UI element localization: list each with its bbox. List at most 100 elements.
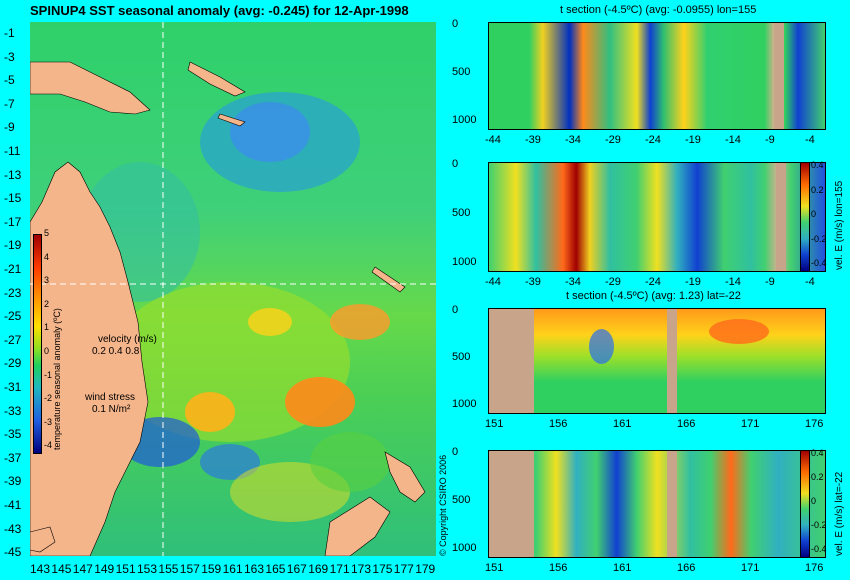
panel-colorbar-tick-label: 0.4 — [811, 448, 824, 458]
panel-x-tick-label: -9 — [765, 134, 775, 146]
panel-x-tick-label: -39 — [525, 134, 541, 146]
colorbar-tick-label: -4 — [44, 440, 53, 451]
colorbar-tick-label: 0 — [44, 346, 50, 356]
panel-colorbar-label: vel. E (m/s) lat=-22 — [834, 471, 845, 556]
lat-tick-label: -35 — [4, 427, 22, 442]
panel-y-tick-label: 500 — [452, 351, 471, 363]
lat-tick-label: -31 — [4, 380, 22, 394]
lon-tick-label: 149 — [94, 562, 115, 576]
lat-tick-label: -23 — [4, 285, 22, 300]
lat-tick-label: -5 — [4, 73, 15, 88]
panel-colorbar-tick-label: -0.4 — [811, 544, 827, 554]
panel-3-temperature-lat22[interactable] — [488, 308, 826, 414]
lat-tick-label: -9 — [4, 120, 15, 135]
panel-colorbar-tick-label: 0 — [811, 209, 817, 219]
lat-tick-label: -25 — [4, 309, 22, 324]
panel-x-tick-label: 161 — [613, 418, 632, 430]
lat-tick-label: -21 — [4, 262, 22, 276]
panel-y-tick-label: 500 — [452, 66, 471, 78]
lon-tick-label: 169 — [308, 562, 329, 576]
panel-x-tick-label: 171 — [741, 418, 760, 430]
panel-y-tick-label: 0 — [452, 158, 459, 170]
lon-tick-label: 143 — [30, 562, 51, 576]
lat-tick-label: -37 — [4, 450, 22, 465]
lat-tick-label: -7 — [4, 96, 15, 111]
panel-y-tick-label: 1000 — [452, 542, 477, 554]
velocity-label: velocity (m/s) — [98, 334, 157, 345]
panel-x-tick-label: -29 — [605, 276, 621, 288]
panel-x-tick-label: -44 — [485, 134, 501, 146]
panel-3-title: t section (-4.5ºC) (avg: 1.23) lat=-22 — [566, 290, 741, 302]
panel-x-tick-label: 151 — [485, 562, 504, 574]
lat-tick-label: -17 — [4, 214, 22, 229]
wind-stress-label: wind stress — [85, 392, 136, 403]
panel-x-tick-label: -34 — [565, 276, 581, 288]
panel-x-tick-label: 176 — [805, 562, 824, 574]
panel-colorbar-tick-label: -0.2 — [811, 520, 827, 530]
lon-tick-label: 159 — [201, 562, 222, 576]
panel-y-tick-label: 0 — [452, 446, 459, 458]
panel-2-colorbar — [800, 162, 810, 272]
lon-tick-label: 175 — [372, 562, 393, 576]
lon-tick-label: 147 — [72, 562, 93, 576]
lat-tick-label: -29 — [4, 356, 22, 371]
lon-tick-label: 157 — [179, 562, 200, 576]
lat-tick-label: -33 — [4, 403, 22, 418]
panel-x-tick-label: -19 — [685, 276, 701, 288]
map-title: SPINUP4 SST seasonal anomaly (avg: -0.24… — [30, 3, 409, 18]
lon-tick-label: 179 — [415, 562, 436, 576]
colorbar-tick-label: -2 — [44, 393, 53, 404]
panel-colorbar-tick-label: 0.2 — [811, 184, 824, 195]
lat-tick-label: -13 — [4, 167, 22, 182]
panel-x-tick-label: 166 — [677, 562, 696, 574]
panel-2-velocity-lon155[interactable] — [488, 162, 826, 272]
panel-y-tick-label: 0 — [452, 304, 459, 316]
map-canvas — [30, 22, 436, 556]
panel-x-tick-label: 161 — [613, 562, 632, 574]
sst-colorbar — [33, 234, 42, 454]
lon-tick-label: 155 — [158, 562, 179, 576]
lon-tick-label: 163 — [244, 562, 265, 576]
panel-x-tick-label: -29 — [605, 134, 621, 146]
sst-anomaly-map[interactable]: 5 4 3 2 1 0 -1 -2 -3 -4 temperature seasonal anom… — [30, 22, 436, 556]
panel-x-tick-label: -24 — [645, 276, 661, 288]
panel-4-velocity-lat22[interactable] — [488, 450, 826, 558]
lon-tick-label: 177 — [393, 562, 414, 576]
panel-x-tick-label: -24 — [645, 134, 661, 146]
panel-y-tick-label: 500 — [452, 494, 471, 506]
colorbar-tick-label: 5 — [44, 228, 50, 238]
lat-tick-label: -39 — [4, 474, 22, 489]
colorbar-tick-label: 1 — [44, 322, 50, 333]
panel-1-temperature-lon155[interactable] — [488, 22, 826, 130]
panel-colorbar-tick-label: 0 — [811, 496, 817, 506]
colorbar-tick-label: 2 — [44, 298, 50, 309]
lat-tick-label: -11 — [4, 144, 21, 158]
panel-x-tick-label: -14 — [725, 134, 741, 146]
colorbar-tick-label: -3 — [44, 416, 53, 427]
panel-x-tick-label: -9 — [765, 276, 775, 288]
panel-colorbar-tick-label: 0.4 — [811, 160, 824, 170]
colorbar-label: temperature seasonal anomaly (ºC) — [52, 308, 62, 450]
colorbar-tick-label: 4 — [44, 251, 50, 262]
panel-y-tick-label: 500 — [452, 207, 471, 219]
panel-x-tick-label: -19 — [685, 134, 701, 146]
lat-tick-label: -41 — [4, 498, 22, 512]
copyright-notice: © Copyright CSIRO 2006 — [438, 454, 448, 556]
lat-tick-label: -45 — [4, 545, 22, 560]
lat-tick-label: -19 — [4, 238, 22, 253]
panel-colorbar-tick-label: -0.4 — [811, 258, 827, 268]
panel-x-tick-label: 176 — [805, 418, 824, 430]
panel-x-tick-label: -39 — [525, 276, 541, 288]
lon-tick-label: 161 — [222, 562, 243, 576]
panel-x-tick-label: -44 — [485, 276, 501, 288]
panel-y-tick-label: 1000 — [452, 114, 477, 126]
panel-x-tick-label: -4 — [805, 276, 815, 288]
panel-y-tick-label: 0 — [452, 18, 459, 30]
panel-4-colorbar — [800, 450, 810, 558]
panel-x-tick-label: -14 — [725, 276, 741, 288]
panel-colorbar-tick-label: -0.2 — [811, 233, 827, 244]
lon-tick-label: 151 — [115, 562, 136, 576]
panel-1-title: t section (-4.5ºC) (avg: -0.0955) lon=15… — [560, 4, 757, 16]
panel-colorbar-tick-label: 0.2 — [811, 472, 824, 482]
panel-x-tick-label: -4 — [805, 134, 815, 146]
